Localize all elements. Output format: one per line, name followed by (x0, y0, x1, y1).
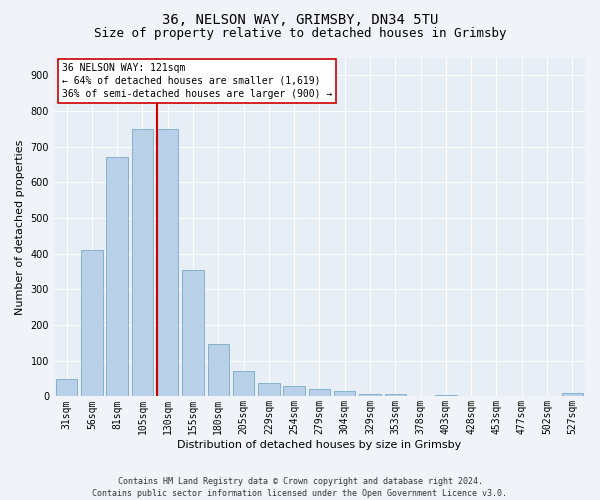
Bar (562, 393, 583, 396)
Bar (81, 250, 103, 396)
Bar (334, 392, 355, 396)
Y-axis label: Number of detached properties: Number of detached properties (15, 140, 25, 314)
Bar (283, 386, 305, 396)
Bar (233, 372, 254, 396)
Bar (359, 394, 381, 396)
Bar (131, 129, 153, 396)
Bar (106, 158, 128, 396)
Bar (435, 394, 457, 396)
Bar (182, 270, 204, 396)
Text: 36 NELSON WAY: 121sqm
← 64% of detached houses are smaller (1,619)
36% of semi-d: 36 NELSON WAY: 121sqm ← 64% of detached … (62, 62, 332, 99)
Bar (56, 378, 77, 396)
Bar (385, 394, 406, 396)
Bar (309, 388, 330, 396)
Text: Size of property relative to detached houses in Grimsby: Size of property relative to detached ho… (94, 28, 506, 40)
Bar (208, 344, 229, 396)
X-axis label: Distribution of detached houses by size in Grimsby: Distribution of detached houses by size … (178, 440, 461, 450)
Text: 36, NELSON WAY, GRIMSBY, DN34 5TU: 36, NELSON WAY, GRIMSBY, DN34 5TU (162, 12, 438, 26)
Bar (157, 129, 178, 396)
Bar (258, 383, 280, 396)
Text: Contains HM Land Registry data © Crown copyright and database right 2024.
Contai: Contains HM Land Registry data © Crown c… (92, 476, 508, 498)
